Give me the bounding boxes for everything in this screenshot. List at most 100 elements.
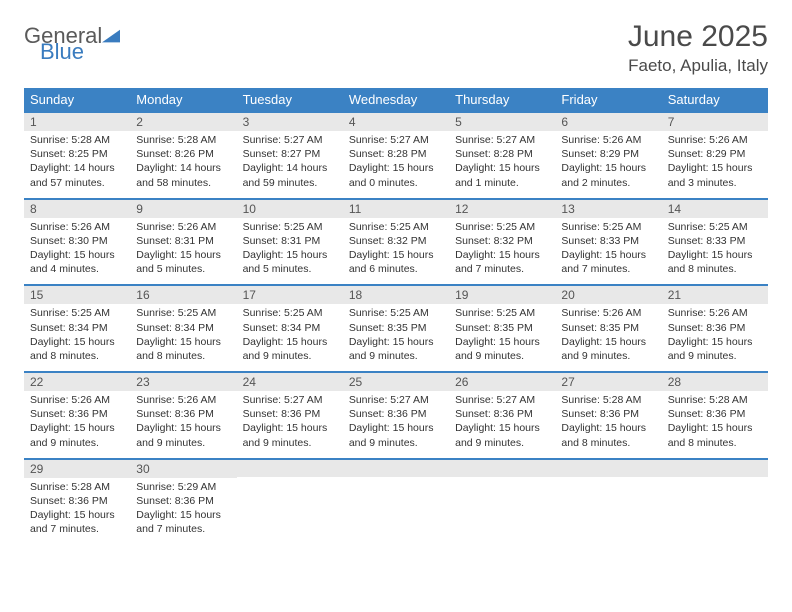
sunrise-text: Sunrise: 5:28 AM [561, 393, 655, 407]
sunset-text: Sunset: 8:36 PM [136, 407, 230, 421]
day-cell: 12Sunrise: 5:25 AMSunset: 8:32 PMDayligh… [449, 198, 555, 285]
day-details: Sunrise: 5:28 AMSunset: 8:25 PMDaylight:… [24, 131, 130, 198]
sunrise-text: Sunrise: 5:25 AM [243, 306, 337, 320]
sunset-text: Sunset: 8:36 PM [136, 494, 230, 508]
day-cell: 1Sunrise: 5:28 AMSunset: 8:25 PMDaylight… [24, 111, 130, 198]
day-number: 9 [130, 198, 236, 218]
day-details: Sunrise: 5:25 AMSunset: 8:34 PMDaylight:… [130, 304, 236, 371]
day-cell: 20Sunrise: 5:26 AMSunset: 8:35 PMDayligh… [555, 284, 661, 371]
sunset-text: Sunset: 8:36 PM [668, 407, 762, 421]
sunrise-text: Sunrise: 5:28 AM [668, 393, 762, 407]
day-cell [662, 458, 768, 545]
daylight-text: Daylight: 15 hours and 9 minutes. [561, 335, 655, 363]
day-header-sunday: Sunday [24, 88, 130, 111]
day-cell [343, 458, 449, 545]
daylight-text: Daylight: 15 hours and 7 minutes. [136, 508, 230, 536]
logo-text-block: General Blue [24, 26, 120, 62]
day-cell: 5Sunrise: 5:27 AMSunset: 8:28 PMDaylight… [449, 111, 555, 198]
day-number: 1 [24, 111, 130, 131]
sunrise-text: Sunrise: 5:25 AM [668, 220, 762, 234]
sunrise-text: Sunrise: 5:26 AM [668, 133, 762, 147]
month-title: June 2025 [628, 20, 768, 54]
sunset-text: Sunset: 8:29 PM [668, 147, 762, 161]
day-number: 14 [662, 198, 768, 218]
day-details: Sunrise: 5:25 AMSunset: 8:32 PMDaylight:… [343, 218, 449, 285]
week-row: 22Sunrise: 5:26 AMSunset: 8:36 PMDayligh… [24, 371, 768, 458]
day-number: 3 [237, 111, 343, 131]
sunset-text: Sunset: 8:36 PM [561, 407, 655, 421]
sunrise-text: Sunrise: 5:26 AM [561, 133, 655, 147]
daylight-text: Daylight: 15 hours and 3 minutes. [668, 161, 762, 189]
day-cell: 21Sunrise: 5:26 AMSunset: 8:36 PMDayligh… [662, 284, 768, 371]
day-details: Sunrise: 5:25 AMSunset: 8:33 PMDaylight:… [555, 218, 661, 285]
day-cell: 19Sunrise: 5:25 AMSunset: 8:35 PMDayligh… [449, 284, 555, 371]
sunset-text: Sunset: 8:33 PM [668, 234, 762, 248]
daylight-text: Daylight: 15 hours and 9 minutes. [455, 421, 549, 449]
day-cell: 25Sunrise: 5:27 AMSunset: 8:36 PMDayligh… [343, 371, 449, 458]
sunset-text: Sunset: 8:28 PM [455, 147, 549, 161]
sunset-text: Sunset: 8:25 PM [30, 147, 124, 161]
day-number: 13 [555, 198, 661, 218]
daylight-text: Daylight: 15 hours and 6 minutes. [349, 248, 443, 276]
day-header-monday: Monday [130, 88, 236, 111]
day-cell: 30Sunrise: 5:29 AMSunset: 8:36 PMDayligh… [130, 458, 236, 545]
day-cell: 24Sunrise: 5:27 AMSunset: 8:36 PMDayligh… [237, 371, 343, 458]
day-cell: 16Sunrise: 5:25 AMSunset: 8:34 PMDayligh… [130, 284, 236, 371]
empty-day-bar [343, 458, 449, 477]
logo-text-blue: Blue [24, 42, 120, 62]
sunset-text: Sunset: 8:30 PM [30, 234, 124, 248]
day-details: Sunrise: 5:26 AMSunset: 8:30 PMDaylight:… [24, 218, 130, 285]
day-cell: 15Sunrise: 5:25 AMSunset: 8:34 PMDayligh… [24, 284, 130, 371]
day-cell [237, 458, 343, 545]
sunrise-text: Sunrise: 5:25 AM [349, 220, 443, 234]
sunset-text: Sunset: 8:33 PM [561, 234, 655, 248]
sunrise-text: Sunrise: 5:25 AM [349, 306, 443, 320]
day-cell: 9 Sunrise: 5:26 AMSunset: 8:31 PMDaylight… [130, 198, 236, 285]
day-details: Sunrise: 5:25 AMSunset: 8:32 PMDaylight:… [449, 218, 555, 285]
daylight-text: Daylight: 14 hours and 57 minutes. [30, 161, 124, 189]
daylight-text: Daylight: 15 hours and 9 minutes. [349, 335, 443, 363]
day-cell [449, 458, 555, 545]
sunrise-text: Sunrise: 5:26 AM [668, 306, 762, 320]
daylight-text: Daylight: 15 hours and 7 minutes. [455, 248, 549, 276]
sunset-text: Sunset: 8:35 PM [349, 321, 443, 335]
day-number: 19 [449, 284, 555, 304]
day-header-wednesday: Wednesday [343, 88, 449, 111]
sunrise-text: Sunrise: 5:29 AM [136, 480, 230, 494]
day-cell: 6Sunrise: 5:26 AMSunset: 8:29 PMDaylight… [555, 111, 661, 198]
daylight-text: Daylight: 15 hours and 1 minute. [455, 161, 549, 189]
sunrise-text: Sunrise: 5:25 AM [243, 220, 337, 234]
day-details: Sunrise: 5:27 AMSunset: 8:28 PMDaylight:… [449, 131, 555, 198]
day-cell: 18Sunrise: 5:25 AMSunset: 8:35 PMDayligh… [343, 284, 449, 371]
day-number: 17 [237, 284, 343, 304]
day-number: 10 [237, 198, 343, 218]
day-cell: 13Sunrise: 5:25 AMSunset: 8:33 PMDayligh… [555, 198, 661, 285]
sunrise-text: Sunrise: 5:25 AM [30, 306, 124, 320]
sunset-text: Sunset: 8:36 PM [30, 494, 124, 508]
day-details: Sunrise: 5:28 AMSunset: 8:26 PMDaylight:… [130, 131, 236, 198]
day-number: 23 [130, 371, 236, 391]
day-details: Sunrise: 5:26 AMSunset: 8:29 PMDaylight:… [555, 131, 661, 198]
week-row: 8Sunrise: 5:26 AMSunset: 8:30 PMDaylight… [24, 198, 768, 285]
sunset-text: Sunset: 8:34 PM [136, 321, 230, 335]
sunrise-text: Sunrise: 5:27 AM [455, 133, 549, 147]
day-details: Sunrise: 5:25 AMSunset: 8:33 PMDaylight:… [662, 218, 768, 285]
day-cell: 28Sunrise: 5:28 AMSunset: 8:36 PMDayligh… [662, 371, 768, 458]
sunrise-text: Sunrise: 5:27 AM [243, 133, 337, 147]
sunrise-text: Sunrise: 5:26 AM [136, 220, 230, 234]
week-row: 29Sunrise: 5:28 AMSunset: 8:36 PMDayligh… [24, 458, 768, 545]
day-cell: 7Sunrise: 5:26 AMSunset: 8:29 PMDaylight… [662, 111, 768, 198]
sunset-text: Sunset: 8:36 PM [668, 321, 762, 335]
daylight-text: Daylight: 15 hours and 9 minutes. [349, 421, 443, 449]
sunset-text: Sunset: 8:31 PM [136, 234, 230, 248]
sunrise-text: Sunrise: 5:27 AM [349, 393, 443, 407]
sunrise-text: Sunrise: 5:27 AM [243, 393, 337, 407]
week-row: 1Sunrise: 5:28 AMSunset: 8:25 PMDaylight… [24, 111, 768, 198]
day-details: Sunrise: 5:26 AMSunset: 8:36 PMDaylight:… [130, 391, 236, 458]
sunset-text: Sunset: 8:36 PM [243, 407, 337, 421]
daylight-text: Daylight: 15 hours and 5 minutes. [136, 248, 230, 276]
day-number: 25 [343, 371, 449, 391]
sunset-text: Sunset: 8:34 PM [30, 321, 124, 335]
day-cell: 22Sunrise: 5:26 AMSunset: 8:36 PMDayligh… [24, 371, 130, 458]
day-details: Sunrise: 5:26 AMSunset: 8:36 PMDaylight:… [662, 304, 768, 371]
